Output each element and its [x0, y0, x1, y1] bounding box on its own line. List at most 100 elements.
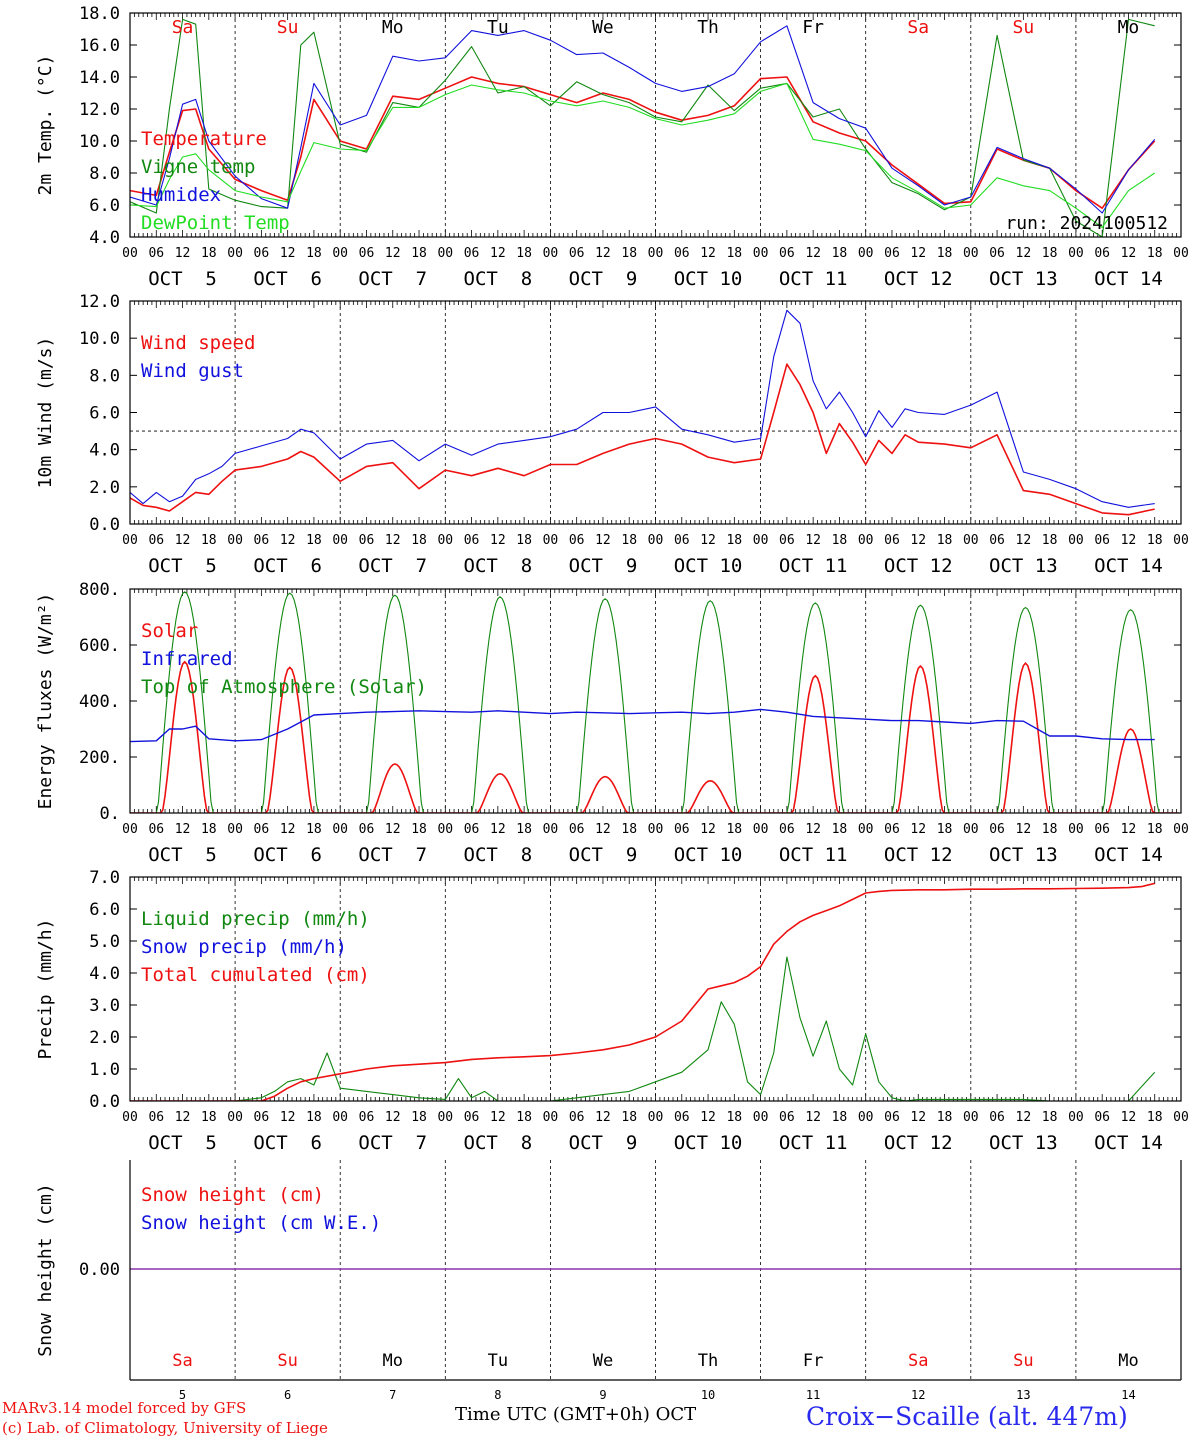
y-tick-label: 2.0	[89, 1028, 120, 1048]
hour-tick-label: 12	[595, 533, 611, 548]
hour-tick-label: 06	[674, 1110, 690, 1125]
hour-tick-label: 06	[989, 533, 1005, 548]
hour-tick-label: 06	[359, 246, 375, 261]
y-tick-label: 0.	[100, 804, 120, 824]
hour-tick-label: 18	[411, 1110, 427, 1125]
hour-tick-label: 00	[1068, 533, 1084, 548]
y-axis-title: 10m Wind (m/s)	[35, 337, 56, 489]
hour-tick-label: 12	[1121, 822, 1137, 837]
hour-tick-label: 06	[674, 533, 690, 548]
day-label: OCT 11	[779, 268, 848, 290]
day-label: OCT 7	[358, 268, 427, 290]
hour-tick-label: 00	[543, 533, 559, 548]
day-label: OCT 6	[253, 268, 322, 290]
day-label: OCT 10	[674, 844, 743, 866]
day-label: OCT 12	[884, 555, 953, 577]
y-tick-label: 0.00	[79, 1260, 120, 1280]
y-tick-label: 3.0	[89, 996, 120, 1016]
hour-tick-label: 18	[832, 1110, 848, 1125]
weekday-label: We	[593, 1351, 613, 1371]
weekday-label: Sa	[172, 17, 194, 38]
x-axis-title: Time UTC (GMT+0h) OCT	[455, 1404, 697, 1425]
hour-tick-label: 18	[1147, 822, 1163, 837]
hour-tick-label: 18	[201, 533, 217, 548]
hour-tick-label: 12	[490, 533, 506, 548]
hour-tick-label: 18	[832, 246, 848, 261]
hour-tick-label: 06	[1094, 822, 1110, 837]
hour-tick-label: 18	[516, 533, 532, 548]
hour-tick-label: 00	[332, 246, 348, 261]
hour-tick-label: 06	[674, 246, 690, 261]
weekday-label: Su	[277, 1351, 297, 1371]
y-tick-label: 12.0	[79, 292, 120, 312]
hour-tick-label: 00	[122, 1110, 138, 1125]
hour-tick-label: 06	[1094, 1110, 1110, 1125]
hour-tick-label: 06	[464, 246, 480, 261]
hour-tick-label: 00	[543, 1110, 559, 1125]
day-label: OCT 13	[989, 1132, 1058, 1154]
day-label: OCT 11	[779, 555, 848, 577]
plot-frame	[129, 588, 1182, 814]
weekday-label: Fr	[803, 1351, 823, 1371]
y-axis-title: Snow height (cm)	[35, 1183, 56, 1356]
date-label: 10	[701, 1388, 715, 1402]
hour-tick-label: 06	[779, 822, 795, 837]
hour-tick-label: 18	[1147, 246, 1163, 261]
day-label: OCT 7	[358, 1132, 427, 1154]
day-label: OCT 9	[569, 1132, 638, 1154]
hour-tick-label: 12	[280, 822, 296, 837]
hour-tick-label: 00	[963, 822, 979, 837]
hour-tick-label: 18	[621, 533, 637, 548]
hour-tick-label: 06	[569, 1110, 585, 1125]
hour-tick-label: 00	[1068, 822, 1084, 837]
hour-tick-label: 06	[569, 246, 585, 261]
hour-tick-label: 12	[805, 246, 821, 261]
weekday-label: Fr	[802, 17, 824, 38]
hour-tick-label: 06	[1094, 533, 1110, 548]
hour-tick-label: 00	[648, 246, 664, 261]
day-label: OCT 12	[884, 844, 953, 866]
hour-tick-label: 12	[805, 533, 821, 548]
hour-tick-label: 06	[148, 822, 164, 837]
hour-tick-label: 00	[437, 1110, 453, 1125]
station-name: Croix−Scaille (alt. 447m)	[806, 1402, 1128, 1431]
hour-tick-label: 18	[306, 246, 322, 261]
hour-tick-label: 18	[937, 533, 953, 548]
hour-tick-label: 06	[884, 533, 900, 548]
weekday-label: Tu	[488, 1351, 508, 1371]
hour-tick-label: 12	[700, 1110, 716, 1125]
hour-tick-label: 12	[280, 533, 296, 548]
hour-tick-label: 12	[805, 1110, 821, 1125]
hour-tick-label: 00	[227, 246, 243, 261]
day-label: OCT 8	[464, 1132, 533, 1154]
y-tick-label: 16.0	[79, 36, 120, 56]
hour-tick-label: 12	[1016, 822, 1032, 837]
hour-tick-label: 18	[516, 246, 532, 261]
hour-tick-label: 18	[201, 246, 217, 261]
series-line-humidex	[130, 25, 1156, 214]
weekday-label: Tu	[487, 17, 509, 38]
series-line-liquid-precip-mm-h	[130, 956, 1156, 1101]
date-label: 12	[911, 1388, 925, 1402]
hour-tick-label: 12	[175, 1110, 191, 1125]
date-label: 7	[389, 1388, 396, 1402]
hour-tick-label: 06	[1094, 246, 1110, 261]
day-label: OCT 6	[253, 844, 322, 866]
hour-tick-label: 00	[122, 533, 138, 548]
hour-tick-label: 18	[1042, 246, 1058, 261]
hour-tick-label: 06	[148, 246, 164, 261]
day-label: OCT 9	[569, 844, 638, 866]
weekday-label: Th	[698, 1351, 718, 1371]
day-label: OCT 13	[989, 844, 1058, 866]
hour-tick-label: 18	[411, 533, 427, 548]
y-tick-label: 6.0	[89, 196, 120, 216]
hour-tick-label: 12	[1121, 533, 1137, 548]
hour-tick-label: 06	[359, 822, 375, 837]
hour-tick-label: 18	[1147, 533, 1163, 548]
hour-tick-label: 18	[1042, 1110, 1058, 1125]
day-label: OCT 12	[884, 1132, 953, 1154]
day-label: OCT 14	[1094, 1132, 1163, 1154]
hour-tick-label: 12	[805, 822, 821, 837]
hour-tick-label: 00	[648, 822, 664, 837]
hour-tick-label: 06	[779, 1110, 795, 1125]
